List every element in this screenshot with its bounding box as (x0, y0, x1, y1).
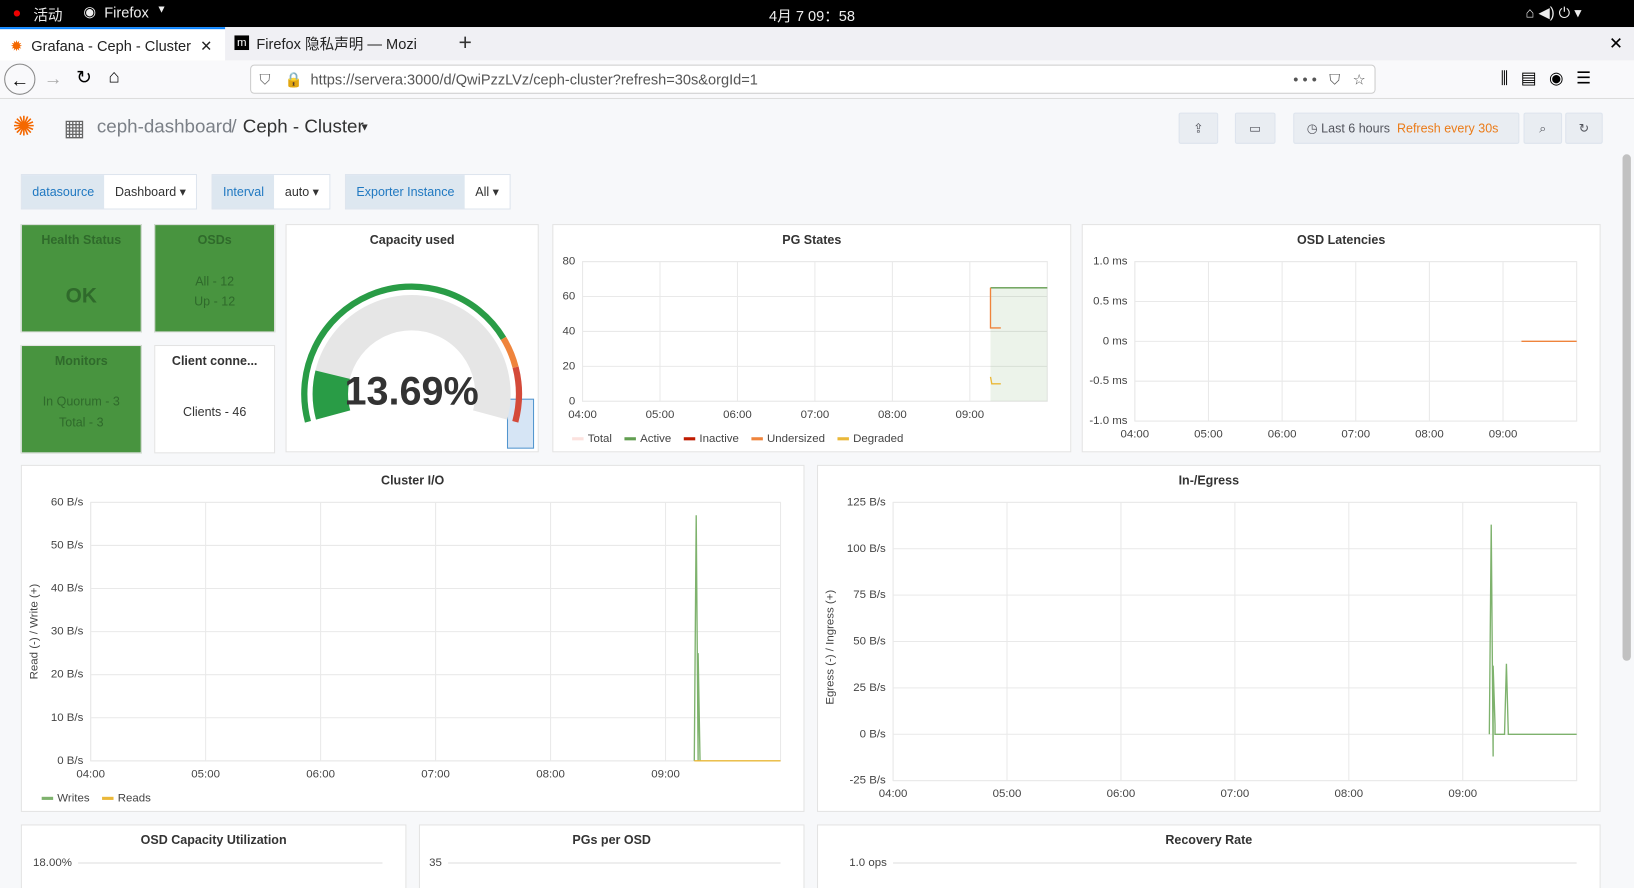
graph-panel: In-/Egress (816, 464, 1601, 812)
graph-panel: OSD Capacity Utilization (20, 824, 407, 888)
panel-title: Cluster I/O (381, 473, 445, 488)
variable-label: Interval (212, 175, 275, 209)
breadcrumb-separator: / (231, 115, 237, 137)
stat-line: All - 12 (195, 274, 235, 289)
stat-value: OK (65, 284, 97, 308)
panel-title: Health Status (41, 232, 122, 248)
panel-title: OSD Capacity Utilization (140, 832, 287, 848)
lock-icon: 🔒 (284, 70, 303, 88)
graph-panel: OSD Latencies (1081, 224, 1601, 453)
variable-value: auto ▾ (274, 175, 330, 209)
variable-value: Dashboard ▾ (104, 175, 197, 209)
tv-button[interactable]: ▭ (1234, 112, 1276, 144)
share-button[interactable]: ⇪ (1178, 112, 1219, 144)
variable[interactable]: Interval auto ▾ (211, 174, 331, 210)
activities[interactable]: 活动 (33, 6, 63, 23)
status-icons[interactable]: ⌂ ◀) ⏻ ▾ (1525, 4, 1582, 21)
refresh-label: Refresh every 30s (1396, 120, 1499, 136)
forward[interactable]: → (43, 67, 63, 89)
gauge-panel: Capacity used (285, 224, 539, 453)
graph-panel: PG States (552, 224, 1072, 453)
clock[interactable]: 4月 7 09：58 (769, 7, 856, 24)
graph-panel: Recovery Rate (816, 824, 1601, 888)
url-text: https://servera:3000/d/QwiPzzLVz/ceph-cl… (310, 70, 758, 88)
panel-title: Client conne... (171, 353, 258, 368)
tab-bar: ✹ Grafana - Ceph - Cluster ✕ m Firefox 隐… (0, 27, 1634, 61)
breadcrumb[interactable]: ceph-dashboard (96, 115, 233, 137)
tab-icon: m (234, 35, 250, 51)
system-bar: ● 活动 ◉ Firefox ▼ 4月 7 09：58 ⌂ ◀) ⏻ ▾ (0, 0, 1634, 28)
tab-close[interactable]: ✕ (200, 37, 213, 55)
url-bar[interactable]: ⛉ 🔒 https://servera:3000/d/QwiPzzLVz/cep… (250, 64, 1376, 94)
variable-value-text: All (475, 184, 490, 200)
variable-value: All ▾ (464, 175, 510, 209)
home[interactable]: ⌂ (108, 65, 120, 87)
new-tab[interactable]: + (458, 29, 472, 56)
close-window[interactable]: ✕ (1608, 35, 1623, 54)
app-menu-arrow: ▼ (156, 4, 167, 16)
time-picker[interactable]: ◷ Last 6 hours Refresh every 30s (1293, 112, 1520, 144)
variable-label: datasource (21, 175, 105, 209)
dashboard-title[interactable]: Ceph - Cluster (242, 115, 364, 137)
variable[interactable]: datasource Dashboard ▾ (20, 174, 198, 210)
stat-line: In Quorum - 3 (42, 393, 120, 409)
panel-title: PG States (782, 232, 842, 248)
time-range: Last 6 hours (1321, 120, 1391, 136)
grafana-logo[interactable]: ✺ (12, 110, 36, 142)
stat-panel: Client conne... Clients - 46 (154, 344, 276, 454)
panel-title: OSD Latencies (1297, 232, 1386, 248)
panel-title: In-/Egress (1178, 473, 1240, 488)
stat-panel: OSDs All - 12 Up - 12 (154, 224, 276, 333)
toolbar-icons[interactable]: ⫼▤◉☰ (1500, 69, 1604, 88)
reload[interactable]: ↻ (76, 66, 92, 88)
variable[interactable]: Exporter Instance All ▾ (344, 174, 511, 210)
panel-title: Monitors (54, 353, 108, 368)
panel-title: Recovery Rate (1165, 832, 1253, 848)
tab-icon: ✹ (10, 37, 23, 55)
tab-active[interactable]: ✹ Grafana - Ceph - Cluster ✕ (0, 27, 226, 61)
stat-line: Clients - 46 (183, 404, 247, 419)
variable-value-text: auto (284, 184, 310, 200)
stat-line: Total - 3 (59, 414, 104, 430)
tab-title: Grafana - Ceph - Cluster (31, 37, 192, 55)
nav-bar: ← → ↻ ⌂ ⛉ 🔒 https://servera:3000/d/QwiPz… (0, 60, 1634, 100)
scrollbar[interactable] (1622, 154, 1631, 661)
zoom-out[interactable]: ⌕ (1523, 112, 1563, 144)
panel-title: OSDs (197, 232, 232, 248)
back[interactable]: ← (4, 63, 36, 95)
graph-panel: PGs per OSD (418, 824, 805, 888)
graph-panel: Cluster I/O (20, 464, 805, 812)
url-actions[interactable]: ••• ⛉ ☆ (1293, 70, 1370, 88)
panel-title: Capacity used (369, 232, 455, 248)
title-caret: ▼ (359, 121, 370, 134)
tab[interactable]: m Firefox 隐私声明 — Mozi (225, 27, 450, 60)
tab-title: Firefox 隐私声明 — Mozi (256, 35, 417, 53)
variable-value-text: Dashboard (115, 184, 177, 200)
redhat-icon: ● (12, 4, 22, 21)
app-menu[interactable]: Firefox (104, 4, 149, 21)
shield-icon: ⛉ (259, 70, 271, 88)
stat-line: Up - 12 (194, 293, 236, 309)
refresh-button[interactable]: ↻ (1565, 112, 1603, 144)
panel-title: PGs per OSD (572, 832, 651, 848)
stat-panel: Monitors In Quorum - 3 Total - 3 (20, 344, 142, 454)
variable-label: Exporter Instance (345, 175, 465, 209)
stat-panel: Health Status OK (20, 224, 142, 333)
app-menu-icon: ◉ (83, 3, 97, 20)
dashboards-icon[interactable]: ▦ (63, 114, 86, 141)
